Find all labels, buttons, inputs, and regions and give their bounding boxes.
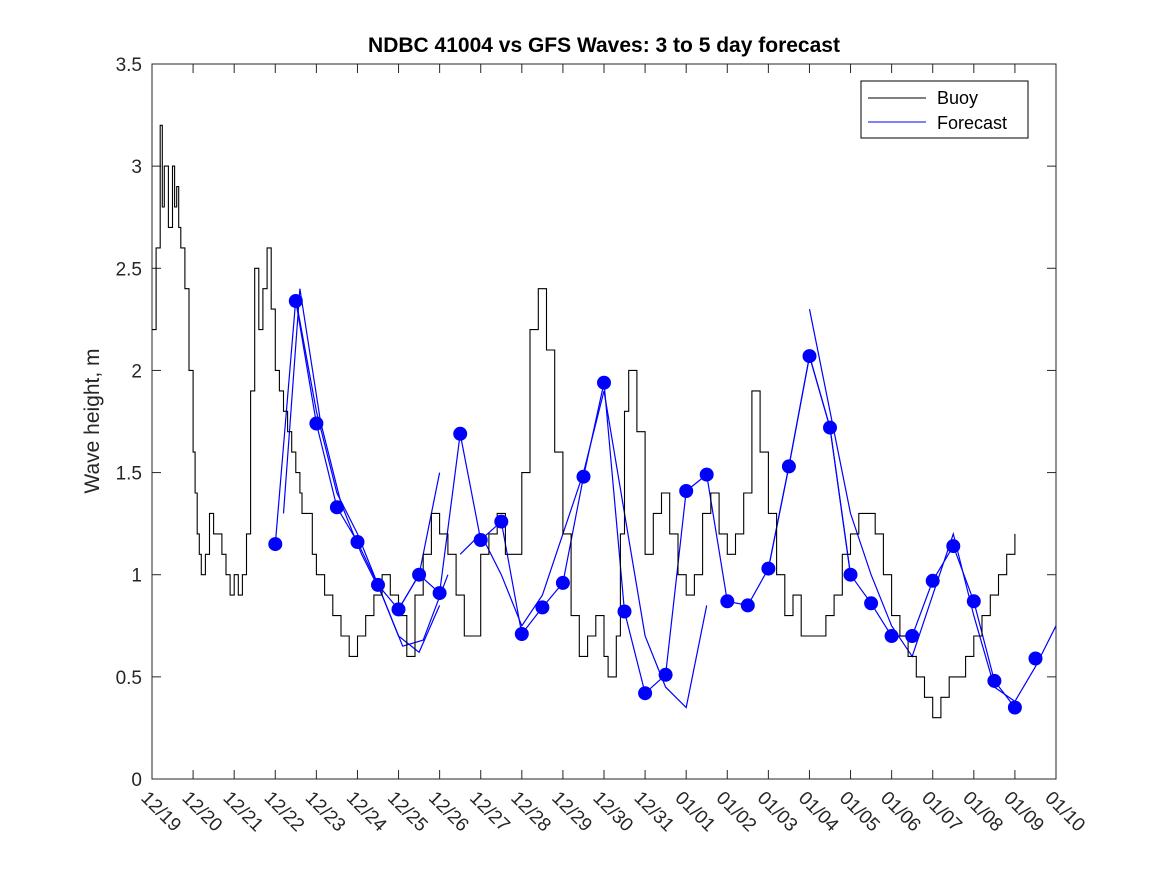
forecast-point (781, 459, 796, 474)
forecast-point (494, 514, 509, 529)
forecast-point (946, 539, 961, 554)
forecast-point (555, 575, 570, 590)
forecast-point (740, 598, 755, 613)
forecast-point (473, 533, 488, 547)
forecast-point (268, 537, 283, 552)
y-tick-label: 1 (131, 566, 142, 587)
y-tick-label: 2.5 (116, 259, 142, 280)
forecast-point (329, 500, 344, 515)
forecast-point (432, 586, 447, 601)
legend: Buoy Forecast (860, 80, 1029, 139)
y-tick-label: 0.5 (116, 668, 142, 689)
chart-title: NDBC 41004 vs GFS Waves: 3 to 5 day fore… (368, 34, 840, 57)
forecast-point (412, 567, 427, 582)
forecast-point (617, 604, 632, 619)
forecast-point (309, 416, 324, 431)
plot-area: 00.511.522.533.5 12/1912/2012/2112/2212/… (116, 55, 1089, 836)
y-tick-label: 0 (131, 770, 142, 791)
forecast-point (905, 629, 920, 643)
y-tick-label: 3 (131, 157, 142, 178)
forecast-point (699, 467, 714, 482)
forecast-line-2 (282, 288, 449, 647)
forecast-point (679, 484, 694, 498)
forecast-point (597, 375, 611, 390)
forecast-point (802, 349, 817, 364)
forecast-point (843, 567, 858, 582)
forecast-point (884, 629, 899, 643)
buoy-line (152, 124, 1016, 719)
forecast-point (391, 602, 406, 617)
forecast-point (1028, 651, 1043, 666)
forecast-point (658, 667, 673, 682)
forecast-point (966, 594, 981, 609)
forecast-point (350, 535, 365, 549)
y-tick-label: 3.5 (116, 55, 142, 76)
forecast-point (925, 573, 940, 588)
forecast-point (864, 596, 879, 611)
legend-forecast-label: Forecast (937, 113, 1007, 133)
forecast-point (987, 673, 1002, 688)
forecast-point (371, 577, 385, 592)
y-tick-label: 2 (131, 361, 142, 382)
axes-box (151, 63, 1057, 780)
legend-buoy-label: Buoy (937, 88, 978, 108)
forecast-point (576, 469, 591, 484)
forecast-point (1007, 700, 1022, 715)
legend-box (860, 80, 1029, 139)
forecast-point (288, 294, 303, 308)
forecast-point (514, 627, 529, 641)
forecast-point (823, 420, 837, 435)
y-axis-ticks: 0 0.5 1 1.5 2 2.5 3 3.5 (116, 55, 1056, 791)
forecast-point (720, 594, 735, 609)
series-layer (152, 124, 1057, 719)
forecast-point (453, 426, 468, 441)
forecast-line-1 (274, 298, 441, 654)
forecast-point (761, 561, 776, 576)
y-tick-label: 1.5 (116, 464, 142, 485)
forecast-point (535, 600, 550, 615)
y-axis-label: Wave height, m (81, 348, 104, 493)
forecast-point (638, 686, 653, 701)
